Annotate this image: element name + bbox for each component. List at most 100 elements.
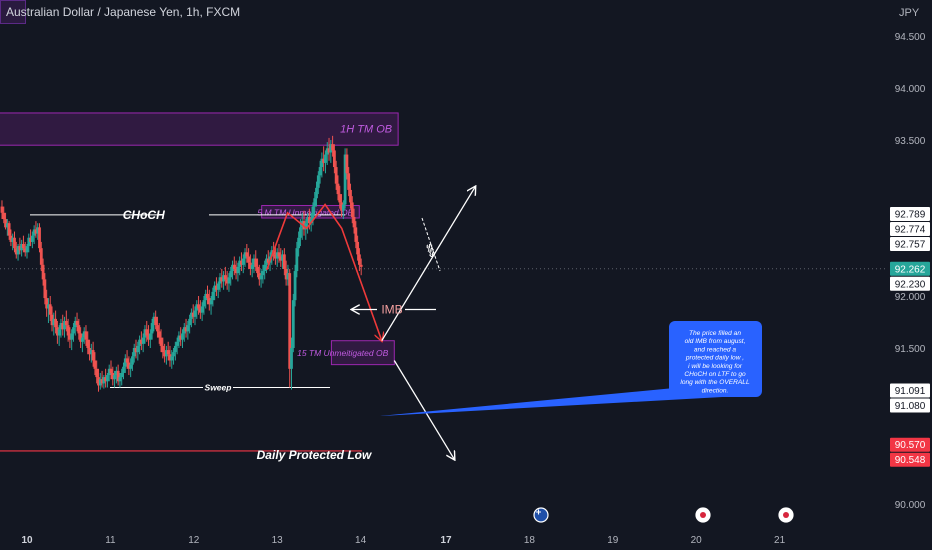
candle[interactable] [5,219,9,236]
candle[interactable] [45,289,49,317]
candle[interactable] [173,341,177,361]
candle[interactable] [274,246,277,265]
candle[interactable] [123,354,127,373]
candle[interactable] [352,208,356,234]
candle[interactable] [356,235,360,261]
time-axis-background[interactable] [0,530,887,550]
price-badge[interactable]: 91.091 [890,383,930,398]
candle[interactable] [73,316,77,336]
candle[interactable] [102,375,106,389]
scenario-down-arrow[interactable] [393,360,454,459]
candle[interactable] [338,185,342,209]
candle[interactable] [47,298,50,324]
candle[interactable] [2,206,6,224]
candle[interactable] [14,241,18,259]
candle[interactable] [325,142,329,165]
candle[interactable] [66,318,70,342]
zone-15m-unmitigated-ob[interactable] [330,340,395,366]
candle[interactable] [288,268,292,388]
candle[interactable] [256,258,259,278]
candle[interactable] [193,306,197,326]
candle[interactable] [100,370,104,388]
candle[interactable] [84,325,88,346]
candle[interactable] [18,237,22,255]
candle[interactable] [150,318,154,340]
candle[interactable] [341,200,345,220]
candle[interactable] [241,254,245,274]
candle[interactable] [81,333,84,353]
candle[interactable] [116,364,120,386]
candle[interactable] [97,368,100,392]
candle[interactable] [166,341,170,361]
candle[interactable] [200,302,204,321]
candle[interactable] [191,304,195,324]
candle[interactable] [52,312,56,336]
imb-label[interactable]: IMB [381,303,402,317]
candle[interactable] [250,258,254,278]
candle[interactable] [293,264,297,307]
candle[interactable] [257,264,261,286]
candle[interactable] [63,316,66,338]
japan-flag-event-icon[interactable] [695,507,711,523]
candle[interactable] [79,327,83,348]
candle[interactable] [16,244,20,261]
candle[interactable] [104,368,108,388]
candle[interactable] [38,223,41,253]
candle[interactable] [277,244,281,263]
candle[interactable] [227,273,231,292]
candle[interactable] [252,254,256,274]
japan-flag-event-icon[interactable] [778,507,794,523]
candle[interactable] [177,331,181,348]
liquidity-label[interactable]: $$$ [424,243,437,259]
candle[interactable] [222,271,225,290]
candle[interactable] [207,289,211,311]
candle[interactable] [168,345,172,367]
candle[interactable] [340,194,343,217]
candle[interactable] [27,233,31,253]
candle[interactable] [316,171,320,195]
candle[interactable] [204,289,208,309]
candle[interactable] [111,366,115,386]
candle[interactable] [120,368,124,386]
candle[interactable] [206,285,209,305]
candle[interactable] [315,181,318,207]
choch-label[interactable]: CHoCH [123,208,165,222]
candle[interactable] [139,331,143,351]
candle[interactable] [213,281,217,301]
candle[interactable] [77,318,81,340]
candle[interactable] [188,314,192,334]
candle[interactable] [72,323,75,342]
australia-flag-event-icon[interactable] [533,507,549,523]
candle[interactable] [318,160,322,184]
candle[interactable] [232,256,236,276]
candle[interactable] [107,364,111,382]
candle[interactable] [113,370,116,388]
price-badge[interactable]: 92.789 [890,206,930,221]
candle[interactable] [11,233,15,251]
daily-protected-low-label[interactable]: Daily Protected Low [257,448,372,462]
candle[interactable] [236,262,240,282]
candle[interactable] [295,241,299,278]
candle[interactable] [32,225,36,244]
candle[interactable] [263,260,267,280]
candle[interactable] [324,150,327,174]
symbol-color-swatch[interactable] [0,0,26,24]
candle[interactable] [114,366,118,384]
candle[interactable] [154,310,158,330]
candle[interactable] [98,372,102,390]
candle[interactable] [202,296,206,315]
candle[interactable] [240,252,243,272]
candle[interactable] [354,221,358,249]
candle[interactable] [89,343,93,363]
candle[interactable] [345,148,349,180]
candle[interactable] [245,244,249,263]
candle[interactable] [349,183,352,209]
candle[interactable] [36,223,40,240]
candle[interactable] [243,248,247,267]
candle[interactable] [61,314,65,336]
candle[interactable] [39,241,43,272]
price-badge[interactable]: 92.230 [890,276,930,291]
candle[interactable] [313,192,317,215]
